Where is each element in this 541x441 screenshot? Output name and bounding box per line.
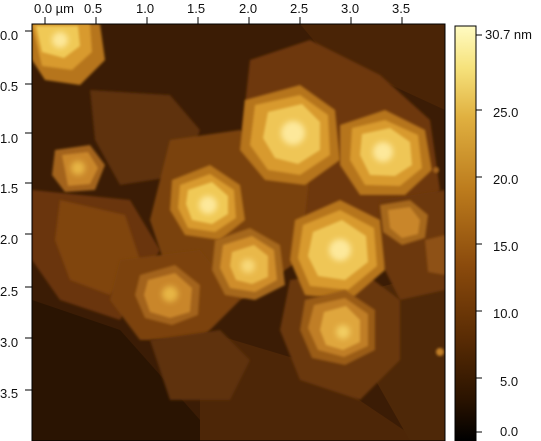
colorbar-tick-label: 25.0 — [493, 105, 518, 120]
colorbar: 30.7 nm 25.0 20.0 15.0 10.0 5.0 0.0 — [454, 25, 532, 441]
colorbar-tick-label: 0.0 — [500, 424, 518, 439]
y-tick-label: 2.5 — [0, 284, 18, 299]
colorbar-tick-label: 5.0 — [500, 374, 518, 389]
x-tick-label: 1.5 — [187, 1, 205, 16]
y-tick-label: 3.5 — [0, 386, 18, 401]
x-tick-label: 3.0 — [341, 1, 359, 16]
colorbar-tick-label: 15.0 — [493, 239, 518, 254]
y-tick-label: 0.0 — [0, 28, 18, 43]
x-tick-label: 3.5 — [392, 1, 410, 16]
afm-height-image — [32, 24, 445, 441]
y-tick-label: 2.0 — [0, 232, 18, 247]
x-tick-label: 2.0 — [239, 1, 257, 16]
y-tick-label: 1.5 — [0, 181, 18, 196]
colorbar-tick-label: 20.0 — [493, 172, 518, 187]
y-tick-label: 0.5 — [0, 79, 18, 94]
image-frame — [31, 23, 446, 441]
colorbar-tick-label: 10.0 — [493, 306, 518, 321]
x-tick-label: 0.5 — [84, 1, 102, 16]
x-tick-label: 2.5 — [290, 1, 308, 16]
x-tick-label: 1.0 — [136, 1, 154, 16]
y-tick-label: 1.0 — [0, 131, 18, 146]
x-axis: 0.0 µm 0.5 1.0 1.5 2.0 2.5 3.0 3.5 — [34, 1, 410, 24]
colorbar-gradient — [454, 25, 477, 441]
y-axis: 0.0 0.5 1.0 1.5 2.0 2.5 3.0 3.5 — [0, 28, 32, 401]
x-tick-label: 0.0 µm — [34, 1, 74, 16]
y-tick-label: 3.0 — [0, 335, 18, 350]
colorbar-tick-label: 30.7 nm — [485, 27, 532, 42]
